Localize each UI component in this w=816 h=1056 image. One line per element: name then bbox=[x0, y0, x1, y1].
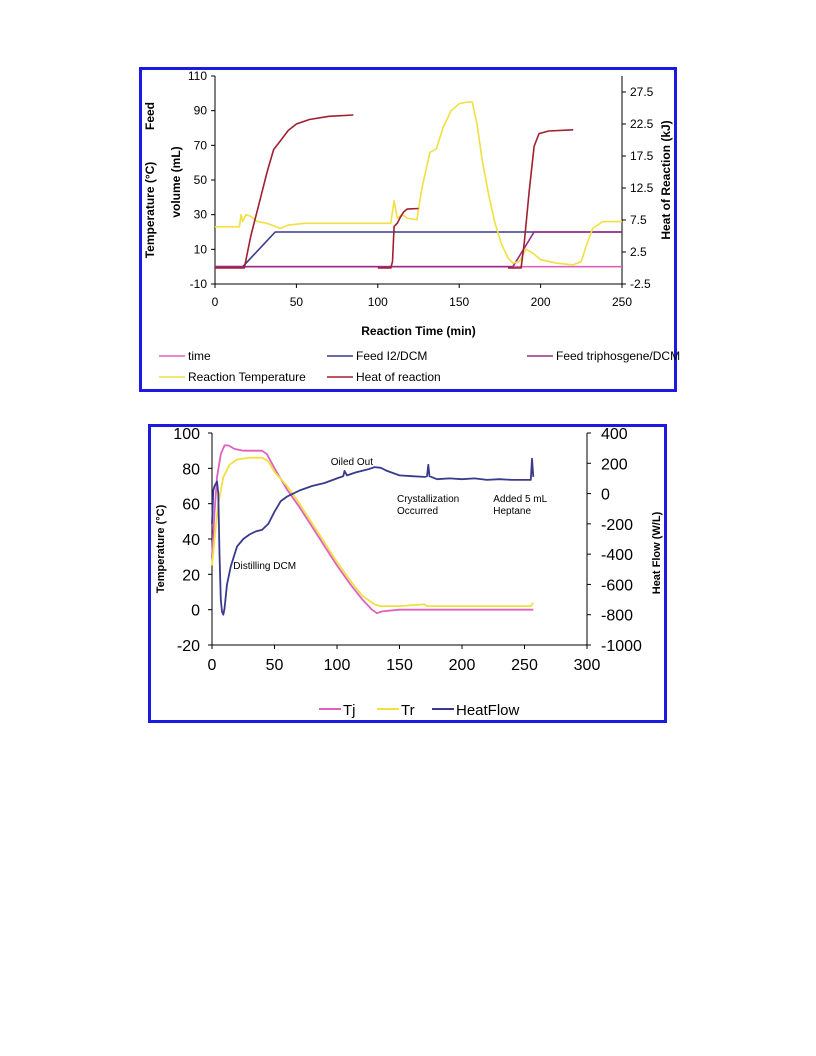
y-right-tick-label: 200 bbox=[601, 456, 628, 473]
y-right-tick-label: 12.5 bbox=[630, 181, 654, 195]
y-left-tick-label: 10 bbox=[194, 242, 208, 256]
x-tick-label: 250 bbox=[612, 295, 632, 309]
series-line-tr bbox=[211, 456, 535, 607]
legend-label-feed-triphosgene-dcm: Feed triphosgene/DCM bbox=[556, 349, 680, 363]
y-axis-label-left: Temperature (°C) bbox=[155, 504, 167, 593]
y-right-tick-label: -200 bbox=[601, 517, 633, 534]
x-tick-label: 100 bbox=[368, 295, 388, 309]
y-right-tick-label: -600 bbox=[601, 577, 633, 594]
x-tick-label: 50 bbox=[266, 657, 284, 674]
x-tick-label: 100 bbox=[324, 657, 351, 674]
series-line-heat-of-reaction bbox=[215, 114, 574, 269]
chart-panel-heatflow: -20 0 20 40 60 80 100 -1000 -800 -600 -400 -200 0 200… bbox=[148, 424, 667, 723]
annotation-text: Distilling DCM bbox=[233, 561, 296, 572]
y-left-tick-label: 60 bbox=[182, 497, 200, 514]
y-right-tick-label: 27.5 bbox=[630, 85, 654, 99]
x-tick-label: 200 bbox=[531, 295, 551, 309]
x-tick-label: 0 bbox=[208, 657, 217, 674]
y-left-tick-label: 50 bbox=[194, 173, 208, 187]
y-left-tick-label: 30 bbox=[194, 208, 208, 222]
legend-label-tj: Tj bbox=[343, 702, 356, 719]
y-left-tick-label: 70 bbox=[194, 138, 208, 152]
x-tick-label: 300 bbox=[574, 657, 601, 674]
y-left-tick-label: 20 bbox=[182, 567, 200, 584]
chart-heatflow-svg: -20020406080100-1000-800-600-400-2000200… bbox=[155, 426, 663, 719]
series-line-reaction-temperature bbox=[215, 101, 622, 266]
legend-label-tr: Tr bbox=[401, 702, 415, 719]
annotation-text: Occurred bbox=[397, 506, 438, 517]
series-line-tj bbox=[211, 444, 534, 615]
y-axis-label-right: Heat Flow (W/L) bbox=[651, 511, 663, 594]
y-left-tick-label: 80 bbox=[182, 461, 200, 478]
y-left-tick-label: 0 bbox=[191, 603, 200, 620]
chart-panel-reaction: -10 10 30 50 70 90 110 -2.5 2.5 7.5 12.5 17.5 22.5 27… bbox=[139, 67, 680, 392]
y-right-tick-label: -1000 bbox=[601, 638, 642, 655]
y-right-tick-label: -2.5 bbox=[630, 277, 651, 291]
y-right-tick-label: 400 bbox=[601, 426, 628, 443]
y-right-tick-label: 0 bbox=[601, 487, 610, 504]
series-line-feed-triphosgene-dcm bbox=[215, 231, 622, 268]
y-left-tick-label: 100 bbox=[173, 426, 200, 443]
chart-reaction-svg: -10 10 30 50 70 90 110 -2.5 2.5 7.5 12.5 17.5 22.5 27… bbox=[143, 69, 680, 384]
y-right-tick-label: 17.5 bbox=[630, 149, 654, 163]
annotation-text: Heptane bbox=[493, 506, 531, 517]
series-line-heatflow bbox=[211, 457, 535, 616]
x-tick-label: 150 bbox=[449, 295, 469, 309]
legend-label-time: time bbox=[188, 349, 211, 363]
y-right-tick-label: 22.5 bbox=[630, 117, 654, 131]
y-left-tick-label: 110 bbox=[188, 69, 207, 83]
y-left-tick-label: -20 bbox=[177, 638, 200, 655]
y-axis-label-left-line2: volume (mL) bbox=[169, 146, 183, 217]
y-axis-label-right: Heat of Reaction (kJ) bbox=[659, 120, 673, 239]
annotation-text: Crystallization bbox=[397, 494, 459, 505]
y-left-tick-label: 40 bbox=[182, 532, 200, 549]
y-axis-label-left-line3: Temperature (°C) bbox=[143, 162, 157, 259]
legend-label-heat-of-reaction: Heat of reaction bbox=[356, 370, 441, 384]
x-tick-label: 0 bbox=[212, 295, 219, 309]
legend-label-reaction-temperature: Reaction Temperature bbox=[188, 370, 306, 384]
y-right-tick-label: -400 bbox=[601, 547, 633, 564]
x-tick-label: 50 bbox=[290, 295, 304, 309]
y-right-tick-label: 7.5 bbox=[630, 213, 647, 227]
x-tick-label: 150 bbox=[386, 657, 413, 674]
annotation-text: Oiled Out bbox=[331, 457, 373, 468]
y-right-tick-label: 2.5 bbox=[630, 245, 647, 259]
y-right-tick-label: -800 bbox=[601, 608, 633, 625]
x-axis-label: Reaction Time (min) bbox=[361, 324, 475, 338]
y-left-tick-label: -10 bbox=[190, 277, 208, 291]
legend-label-feed-i2-dcm: Feed I2/DCM bbox=[356, 349, 427, 363]
x-tick-label: 200 bbox=[449, 657, 476, 674]
annotation-text: Added 5 mL bbox=[493, 494, 547, 505]
y-left-tick-label: 90 bbox=[194, 104, 208, 118]
x-tick-label: 250 bbox=[511, 657, 538, 674]
y-axis-label-left-line1: Feed bbox=[143, 102, 157, 130]
legend-label-heatflow: HeatFlow bbox=[456, 702, 520, 719]
series-line-feed-i2-dcm bbox=[215, 231, 622, 268]
